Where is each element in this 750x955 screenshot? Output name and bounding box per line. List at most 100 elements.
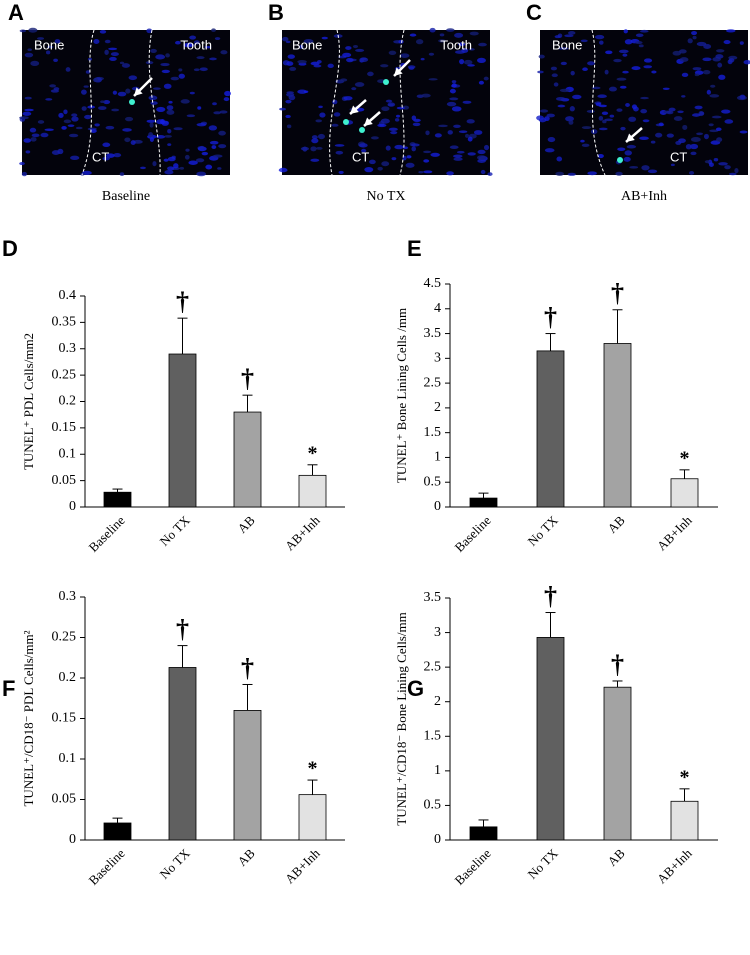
nucleus: [420, 57, 425, 61]
nucleus: [100, 100, 105, 103]
bar: [103, 491, 132, 508]
nucleus: [19, 116, 29, 120]
nucleus: [694, 73, 700, 77]
nucleus: [102, 142, 111, 147]
nucleus: [380, 64, 389, 68]
nucleus: [27, 48, 32, 52]
nucleus: [167, 143, 172, 147]
nucleus: [163, 83, 172, 89]
nucleus: [316, 60, 322, 64]
nucleus: [568, 120, 574, 125]
bar: [233, 710, 262, 841]
nucleus: [193, 40, 200, 45]
nucleus: [174, 40, 181, 45]
y-tick-label: 3: [434, 351, 441, 366]
nucleus: [555, 96, 566, 101]
nucleus: [451, 106, 462, 112]
significance-mark: †: [611, 650, 624, 679]
nucleus: [220, 50, 228, 55]
nucleus: [586, 109, 595, 113]
nucleus: [715, 54, 724, 59]
y-tick-label: 2.5: [424, 375, 442, 390]
nucleus: [152, 161, 157, 167]
nucleus: [608, 86, 617, 92]
nucleus: [163, 158, 169, 162]
y-tick-label: 4.5: [424, 276, 442, 291]
nucleus: [685, 144, 692, 150]
nucleus: [558, 47, 569, 50]
nucleus: [423, 159, 430, 163]
y-tick-label: 0.1: [59, 446, 77, 461]
nucleus: [625, 103, 630, 107]
nucleus: [300, 146, 309, 151]
nucleus: [599, 40, 604, 45]
nucleus: [214, 37, 221, 41]
nucleus: [223, 97, 230, 102]
significance-mark: †: [176, 287, 189, 316]
nucleus: [161, 69, 170, 74]
bar: [603, 343, 632, 508]
nucleus: [670, 163, 675, 167]
nucleus: [149, 122, 154, 128]
nucleus: [381, 161, 390, 167]
nucleus: [467, 152, 476, 156]
nucleus: [45, 50, 51, 55]
y-tick-label: 0.2: [59, 394, 77, 409]
error-bar: [307, 464, 318, 476]
nucleus: [22, 111, 32, 116]
nucleus: [704, 160, 711, 164]
nucleus: [662, 87, 670, 90]
nucleus: [615, 171, 623, 176]
nucleus: [438, 124, 448, 128]
tissue-boundary: [329, 29, 340, 176]
nucleus: [146, 28, 153, 34]
nucleus: [196, 56, 205, 60]
nucleus: [199, 67, 208, 72]
nucleus: [219, 110, 228, 114]
nucleus: [124, 116, 134, 122]
nucleus: [331, 123, 339, 127]
nucleus: [715, 127, 722, 131]
y-tick-label: 0.05: [52, 473, 77, 488]
nucleus: [408, 66, 415, 70]
nucleus: [148, 132, 154, 138]
nucleus: [111, 108, 120, 112]
nucleus: [148, 95, 158, 101]
error-bar: [612, 309, 623, 344]
nucleus: [67, 124, 75, 127]
nucleus: [647, 169, 658, 174]
nucleus: [153, 87, 161, 90]
nucleus: [160, 118, 166, 125]
bar: [298, 794, 327, 841]
nucleus: [184, 154, 190, 160]
nucleus: [555, 171, 565, 176]
nucleus: [718, 74, 726, 80]
nucleus: [459, 59, 465, 65]
bar: [298, 474, 327, 508]
micrograph: [540, 30, 748, 175]
error-bar: [679, 788, 690, 802]
nucleus: [128, 75, 138, 81]
y-tick-label: 0.5: [424, 798, 442, 813]
nucleus: [406, 155, 412, 159]
nucleus: [425, 130, 430, 136]
nucleus: [581, 126, 592, 129]
nucleus: [620, 126, 626, 131]
nucleus: [478, 42, 487, 47]
nucleus: [587, 171, 597, 176]
nucleus: [178, 73, 185, 79]
nucleus: [37, 120, 45, 124]
nucleus: [388, 103, 394, 107]
nucleus: [483, 76, 489, 81]
nucleus: [28, 27, 38, 33]
nucleus: [598, 104, 607, 108]
nucleus: [430, 152, 440, 157]
nucleus: [30, 137, 37, 142]
caption: No TX: [366, 189, 405, 204]
nucleus: [624, 39, 633, 45]
nucleus: [418, 170, 424, 174]
nucleus: [21, 171, 28, 177]
nucleus: [616, 77, 627, 81]
y-tick-label: 0.05: [52, 792, 77, 807]
error-bar: [679, 469, 690, 479]
